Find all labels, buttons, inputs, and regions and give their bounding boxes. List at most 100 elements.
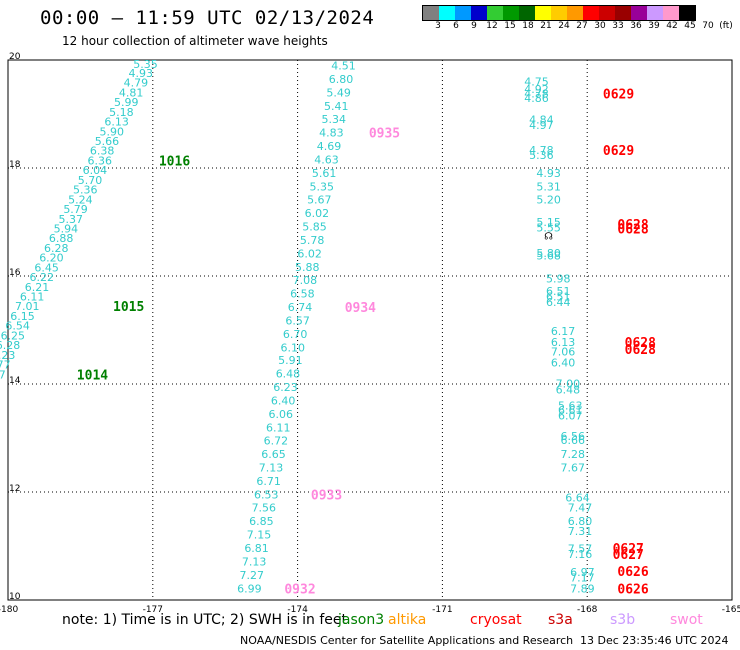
color-scale-label: (ft) bbox=[719, 21, 733, 31]
wave-height-label: 6.38 bbox=[90, 145, 115, 158]
wave-height-label: 6.20 bbox=[39, 252, 64, 265]
wave-height-label: 6.65 bbox=[261, 448, 286, 461]
wave-height-label: 5.36 bbox=[73, 184, 98, 197]
y-tick-label: 12 bbox=[9, 484, 20, 494]
pass-time-label: 0626 bbox=[617, 565, 648, 580]
color-swatch bbox=[535, 6, 551, 20]
color-scale-label: 33 bbox=[612, 21, 624, 31]
y-tick-label: 14 bbox=[9, 376, 21, 386]
wave-height-label: 6.53 bbox=[254, 489, 279, 502]
wave-height-label: 6.23 bbox=[273, 381, 298, 394]
wave-height-label: 5.41 bbox=[324, 100, 349, 113]
x-tick-label: -165 bbox=[722, 605, 740, 615]
wave-height-label: 6.40 bbox=[551, 356, 576, 369]
wave-height-label: 6.80 bbox=[329, 73, 354, 86]
wave-height-label: 7.00 bbox=[556, 377, 581, 390]
wave-height-label: 5.36 bbox=[529, 149, 554, 162]
wave-height-label: 6.28 bbox=[44, 242, 69, 255]
color-swatch bbox=[551, 6, 567, 20]
wave-height-label: 7.06 bbox=[551, 346, 576, 359]
wave-height-label: 6.54 bbox=[5, 320, 30, 333]
color-swatch bbox=[679, 6, 695, 20]
wave-height-label: 4.63 bbox=[314, 153, 339, 166]
color-scale-label: 9 bbox=[471, 21, 477, 31]
color-swatch bbox=[503, 6, 519, 20]
wave-height-label: 6.45 bbox=[34, 261, 59, 274]
wave-height-label: 6.64 bbox=[565, 491, 590, 504]
pass-time-label: 0628 bbox=[617, 222, 648, 237]
wave-height-label: 5.70 bbox=[78, 174, 103, 187]
color-scale-label: 30 bbox=[594, 21, 606, 31]
wave-height-label: 5.18 bbox=[109, 106, 134, 119]
wave-height-label: 6.71 bbox=[256, 475, 281, 488]
pass-time-label: 0627 bbox=[613, 548, 644, 563]
x-tick-label: -174 bbox=[287, 605, 308, 615]
wave-height-label: 6.11 bbox=[20, 291, 45, 304]
satellite-legend-cryosat: cryosat bbox=[470, 612, 522, 628]
wave-height-label: 6.25 bbox=[1, 329, 26, 342]
color-scale-label: 12 bbox=[486, 21, 498, 31]
pass-time-label: 0933 bbox=[311, 489, 342, 504]
wave-height-label: 6.28 bbox=[0, 339, 20, 352]
pass-time-label: 0629 bbox=[603, 144, 634, 159]
wave-height-label: 5.67 bbox=[307, 193, 332, 206]
wave-height-label: 4.81 bbox=[119, 86, 144, 99]
wave-height-label: 6.57 bbox=[285, 314, 310, 327]
page-title: 00:00 – 11:59 UTC 02/13/2024 bbox=[40, 7, 375, 29]
wave-height-label: 7.17 bbox=[570, 571, 595, 584]
wave-height-label: 4.69 bbox=[317, 140, 342, 153]
color-swatch bbox=[455, 6, 471, 20]
wave-height-label: 7.01 bbox=[15, 300, 40, 313]
wave-height-label: 6.47 bbox=[0, 368, 6, 381]
wave-height-label: 6.13 bbox=[104, 116, 129, 129]
wave-height-label: 5.49 bbox=[326, 86, 351, 99]
footer-note: note: 1) Time is in UTC; 2) SWH is in fe… bbox=[62, 612, 348, 628]
wave-height-label: 7.13 bbox=[242, 556, 267, 569]
wave-height-label: 5.31 bbox=[536, 180, 561, 193]
color-scale-label: 45 bbox=[684, 21, 696, 31]
wave-height-label: 6.11 bbox=[266, 422, 291, 435]
x-tick-label: -180 bbox=[0, 605, 18, 615]
wave-height-label: 5.23 bbox=[0, 349, 15, 362]
wave-height-label: 6.48 bbox=[556, 383, 581, 396]
pass-time-label: 0628 bbox=[625, 336, 656, 351]
x-tick-label: -171 bbox=[432, 605, 452, 615]
wave-height-label: 5.20 bbox=[536, 193, 561, 206]
wave-height-label: 5.79 bbox=[63, 203, 88, 216]
color-swatch bbox=[519, 6, 535, 20]
pass-time-label: 0628 bbox=[625, 343, 656, 358]
pass-time-label: 0932 bbox=[284, 583, 315, 598]
wave-height-label: 5.94 bbox=[54, 222, 79, 235]
wave-height-label: 6.56 bbox=[560, 430, 585, 443]
wave-height-label: 4.84 bbox=[529, 113, 554, 126]
wave-height-label: 6.07 bbox=[558, 409, 583, 422]
color-scale-label: 3 bbox=[435, 21, 441, 31]
wave-height-label: 5.68 bbox=[536, 249, 561, 262]
color-swatch bbox=[487, 6, 503, 20]
y-tick-label: 16 bbox=[9, 268, 21, 278]
color-scale-label: 39 bbox=[648, 21, 660, 31]
wave-height-label: 5.55 bbox=[536, 221, 561, 234]
wave-height-label: 5.85 bbox=[302, 220, 327, 233]
pass-time-label: 0628 bbox=[617, 218, 648, 233]
wave-height-label: 7.56 bbox=[252, 502, 277, 515]
pass-time-label: 0629 bbox=[603, 87, 634, 102]
wave-height-label: 6.81 bbox=[244, 542, 269, 555]
wave-height-label: 7.16 bbox=[568, 548, 593, 561]
color-scale-label: 36 bbox=[630, 21, 642, 31]
wave-height-label: 6.02 bbox=[297, 247, 322, 260]
wave-height-label: 4.97 bbox=[529, 119, 554, 132]
wave-height-label: 5.90 bbox=[100, 125, 125, 138]
wave-height-label: 6.61 bbox=[558, 404, 583, 417]
wave-height-label: 6.99 bbox=[237, 583, 262, 596]
color-swatch bbox=[647, 6, 663, 20]
color-swatch bbox=[631, 6, 647, 20]
wave-height-label: 4.78 bbox=[524, 87, 549, 100]
wave-height-label: 7.28 bbox=[560, 448, 585, 461]
wave-height-label: 7.47 bbox=[568, 502, 593, 515]
wave-height-label: 5.35 bbox=[133, 58, 158, 71]
x-tick-label: -168 bbox=[577, 605, 598, 615]
wave-height-label: 6.51 bbox=[546, 291, 571, 304]
wave-height-label: 5.99 bbox=[114, 96, 139, 109]
